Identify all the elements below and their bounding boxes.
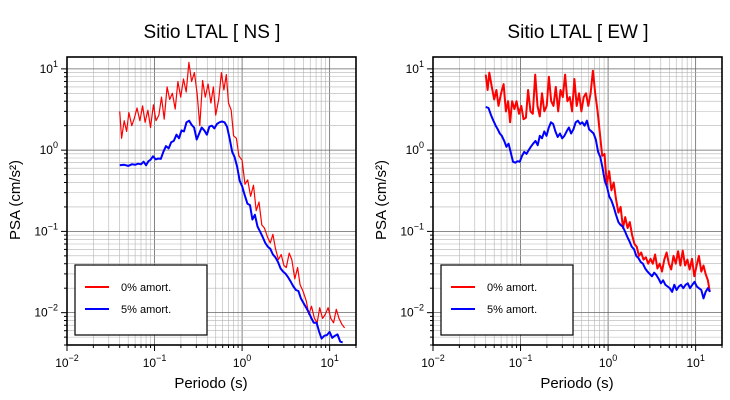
y-axis-label: PSA (cm/s²)	[373, 160, 390, 240]
legend-box	[440, 264, 574, 336]
series-line-blue	[119, 119, 344, 344]
y-tick-label: 101	[40, 59, 58, 76]
grid	[66, 57, 357, 346]
x-tick-label: 101	[686, 353, 704, 370]
chart-panel-ns: Sitio LTAL [ NS ] Periodo (s) PSA (cm/s²…	[7, 22, 357, 392]
tick-marks	[61, 68, 357, 351]
legend-box	[74, 264, 208, 336]
tick-marks	[427, 68, 723, 351]
legend-label: 5% amort.	[487, 304, 537, 316]
legend-label: 0% amort.	[121, 282, 171, 294]
series-line-blue	[485, 105, 711, 300]
plot-frame	[66, 56, 357, 346]
y-tick-label: 101	[406, 59, 424, 76]
chart-panel-ew: Sitio LTAL [ EW ] Periodo (s) PSA (cm/s²…	[373, 22, 723, 392]
legend: 0% amort. 5% amort.	[74, 264, 208, 336]
y-tick-label: 100	[40, 140, 58, 157]
x-tick-label: 10−1	[509, 353, 533, 370]
y-tick-label: 10−2	[400, 303, 424, 320]
y-tick-label: 10−2	[34, 303, 58, 320]
x-axis-label: Periodo (s)	[174, 375, 247, 392]
legend-label: 0% amort.	[487, 282, 537, 294]
x-tick-label: 10−2	[55, 353, 79, 370]
series-line-red	[119, 61, 346, 329]
y-tick-label: 10−1	[400, 221, 424, 238]
series-line-red	[484, 69, 711, 293]
y-tick-label: 10−1	[34, 221, 58, 238]
y-axis-label: PSA (cm/s²)	[7, 160, 24, 240]
plot-frame	[432, 56, 723, 346]
legend-label: 5% amort.	[121, 304, 171, 316]
x-tick-label: 100	[233, 353, 251, 370]
chart-title: Sitio LTAL [ NS ]	[144, 22, 281, 43]
legend: 0% amort. 5% amort.	[440, 264, 574, 336]
chart-title: Sitio LTAL [ EW ]	[507, 22, 648, 43]
y-tick-label: 100	[406, 140, 424, 157]
x-tick-label: 101	[320, 353, 338, 370]
x-tick-label: 10−2	[421, 353, 445, 370]
x-tick-label: 100	[599, 353, 617, 370]
x-axis-label: Periodo (s)	[540, 375, 613, 392]
x-tick-label: 10−1	[143, 353, 167, 370]
